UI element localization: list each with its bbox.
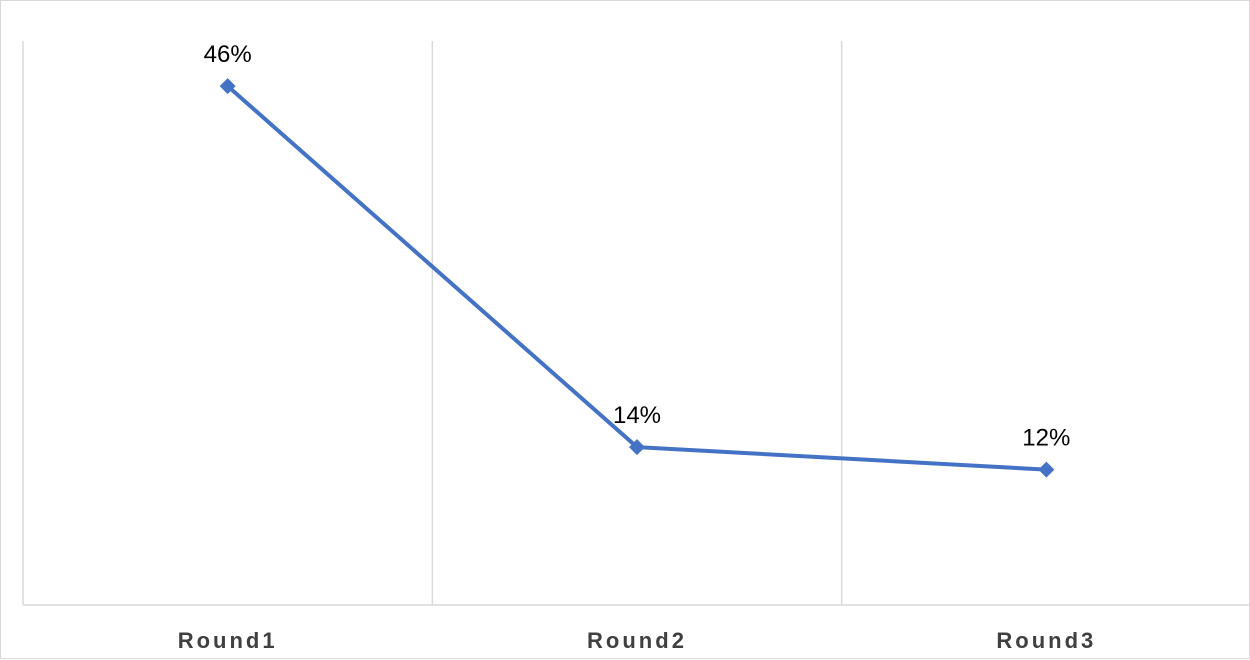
label-layer: 46% 14% 12% — [204, 41, 1071, 452]
x-tick-label: Round3 — [996, 628, 1096, 653]
grid-layer — [431, 41, 843, 605]
diamond-marker — [219, 78, 236, 95]
x-tick-label: Round1 — [178, 628, 278, 653]
series-layer — [219, 78, 1055, 478]
x-tick-label: Round2 — [587, 628, 687, 653]
diamond-marker — [1038, 461, 1055, 478]
data-label: 14% — [613, 402, 661, 429]
data-label: 12% — [1022, 425, 1070, 452]
axis-layer: Round1 Round2 Round3 — [22, 41, 1250, 653]
data-label: 46% — [204, 41, 252, 68]
diamond-marker — [629, 439, 645, 456]
